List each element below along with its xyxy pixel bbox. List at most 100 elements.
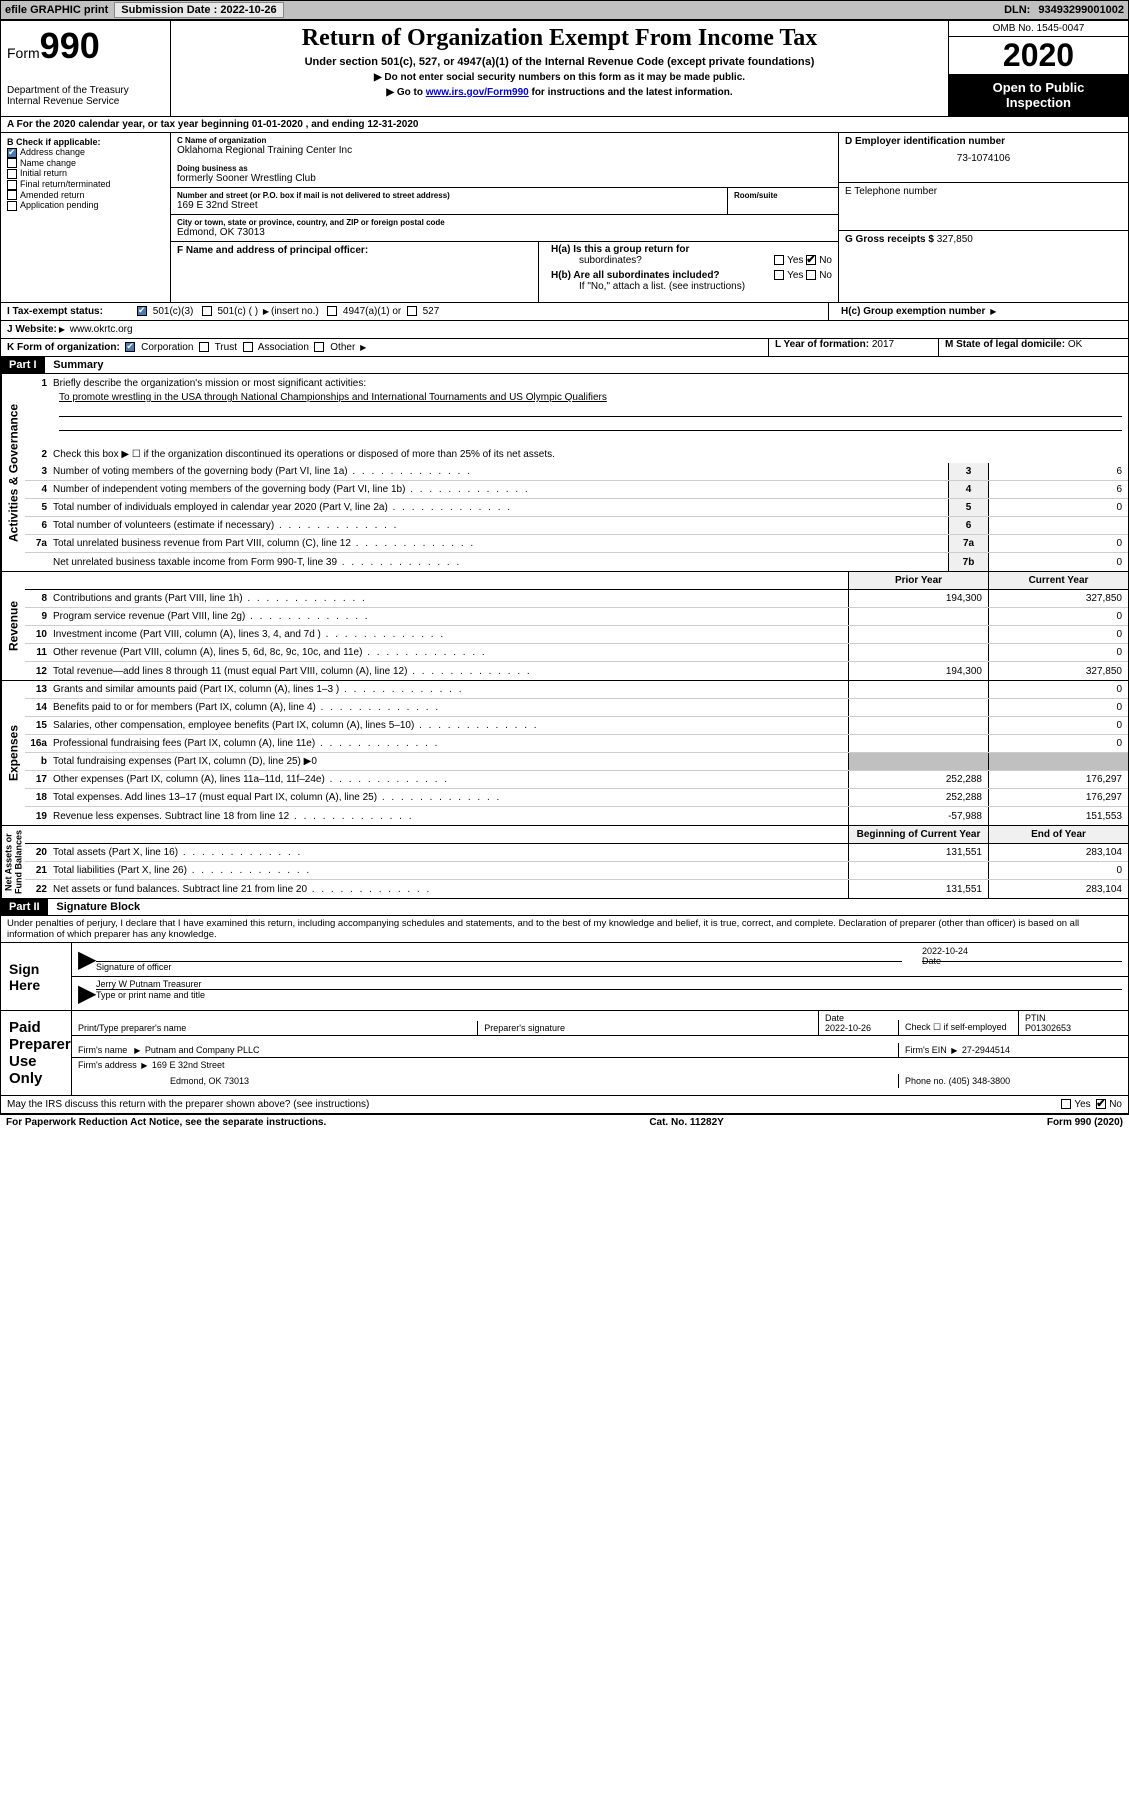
sign-here-label: Sign Here <box>1 943 71 1010</box>
table-row: 3Number of voting members of the governi… <box>25 463 1128 481</box>
footer-right: Form 990 (2020) <box>1047 1117 1123 1128</box>
table-row: 6Total number of volunteers (estimate if… <box>25 517 1128 535</box>
form-header: Form990 Department of the Treasury Inter… <box>0 20 1129 116</box>
section-net-assets: Net Assets or Fund Balances Beginning of… <box>1 826 1128 899</box>
header-right: OMB No. 1545-0047 2020 Open to Public In… <box>948 21 1128 116</box>
hc-group-exemption: H(c) Group exemption number <box>828 303 1128 320</box>
ha-group-return: H(a) Is this a group return for subordin… <box>545 242 838 268</box>
table-row: 21Total liabilities (Part X, line 26)0 <box>25 862 1128 880</box>
sign-arrow-icon: ▶ <box>78 945 96 974</box>
cb-application-pending[interactable]: Application pending <box>7 200 164 211</box>
cb-501c3[interactable] <box>137 306 147 316</box>
part2-header: Part II <box>1 899 48 915</box>
table-row: 22Net assets or fund balances. Subtract … <box>25 880 1128 898</box>
table-row: 15Salaries, other compensation, employee… <box>25 717 1128 735</box>
sign-arrow-icon-2: ▶ <box>78 979 96 1008</box>
cb-other[interactable] <box>314 342 324 352</box>
top-bar: efile GRAPHIC print Submission Date : 20… <box>0 0 1129 20</box>
section-bcd: B Check if applicable: Address change Na… <box>0 133 1129 303</box>
cb-address-change[interactable]: Address change <box>7 147 164 158</box>
submission-date-btn[interactable]: Submission Date : 2022-10-26 <box>114 2 283 18</box>
hb-subordinates: H(b) Are all subordinates included? Yes … <box>545 268 838 294</box>
cb-amended[interactable]: Amended return <box>7 190 164 201</box>
part-2: Part II Signature Block Under penalties … <box>0 899 1129 1114</box>
col-b-checkboxes: B Check if applicable: Address change Na… <box>1 133 171 302</box>
form-number: Form990 <box>7 25 164 67</box>
irs-discuss-row: May the IRS discuss this return with the… <box>0 1096 1129 1114</box>
omb-number: OMB No. 1545-0047 <box>949 21 1128 37</box>
irs-link[interactable]: www.irs.gov/Form990 <box>426 87 529 98</box>
table-row: 16aProfessional fundraising fees (Part I… <box>25 735 1128 753</box>
mission-text: To promote wrestling in the USA through … <box>59 392 1122 403</box>
sidebar-revenue: Revenue <box>1 572 25 680</box>
table-row: 14Benefits paid to or for members (Part … <box>25 699 1128 717</box>
state-domicile: M State of legal domicile: OK <box>938 339 1128 356</box>
table-row: 18Total expenses. Add lines 13–17 (must … <box>25 789 1128 807</box>
penalty-text: Under penalties of perjury, I declare th… <box>0 915 1129 943</box>
table-row: 13Grants and similar amounts paid (Part … <box>25 681 1128 699</box>
tax-year: 2020 <box>949 37 1128 74</box>
sidebar-expenses: Expenses <box>1 681 25 825</box>
section-governance: Activities & Governance 1 Briefly descri… <box>1 374 1128 572</box>
table-row: bTotal fundraising expenses (Part IX, co… <box>25 753 1128 771</box>
governance-content: 1 Briefly describe the organization's mi… <box>25 374 1128 571</box>
part1-title: Summary <box>47 357 109 373</box>
table-row: Net unrelated business taxable income fr… <box>25 553 1128 571</box>
col-c-org-info: C Name of organization Oklahoma Regional… <box>171 133 838 302</box>
cell-phone: E Telephone number <box>839 183 1128 231</box>
table-row: 4Number of independent voting members of… <box>25 481 1128 499</box>
cell-ein: D Employer identification number 73-1074… <box>839 133 1128 183</box>
dln-value: 93493299001002 <box>1034 4 1128 16</box>
cb-discuss-no[interactable] <box>1096 1099 1106 1109</box>
table-row: 19Revenue less expenses. Subtract line 1… <box>25 807 1128 825</box>
revenue-content: b Prior Year Current Year 8Contributions… <box>25 572 1128 680</box>
efile-label: efile GRAPHIC print <box>1 4 112 16</box>
cell-city: City or town, state or province, country… <box>171 215 838 242</box>
form-title: Return of Organization Exempt From Incom… <box>177 25 942 52</box>
cb-corporation[interactable] <box>125 342 135 352</box>
part1-header: Part I <box>1 357 45 373</box>
section-revenue: Revenue b Prior Year Current Year 8Contr… <box>1 572 1128 681</box>
cb-4947[interactable] <box>327 306 337 316</box>
cb-501c[interactable] <box>202 306 212 316</box>
cb-trust[interactable] <box>199 342 209 352</box>
sidebar-net-assets: Net Assets or Fund Balances <box>1 826 25 898</box>
cb-final-return[interactable]: Final return/terminated <box>7 179 164 190</box>
table-row: 20Total assets (Part X, line 16)131,5512… <box>25 844 1128 862</box>
header-mid: Return of Organization Exempt From Incom… <box>171 21 948 116</box>
table-row: 5Total number of individuals employed in… <box>25 499 1128 517</box>
cb-discuss-yes[interactable] <box>1061 1099 1071 1109</box>
part-1: Part I Summary Activities & Governance 1… <box>0 357 1129 899</box>
expenses-content: 13Grants and similar amounts paid (Part … <box>25 681 1128 825</box>
cell-gross: G Gross receipts $ 327,850 <box>839 231 1128 248</box>
section-expenses: Expenses 13Grants and similar amounts pa… <box>1 681 1128 826</box>
cell-officer: F Name and address of principal officer:… <box>171 242 838 302</box>
open-to-public: Open to Public Inspection <box>949 74 1128 116</box>
dln-label: DLN: <box>1000 4 1034 16</box>
year-formation: L Year of formation: 2017 <box>768 339 938 356</box>
cell-org-name: C Name of organization Oklahoma Regional… <box>171 133 838 188</box>
header-left: Form990 Department of the Treasury Inter… <box>1 21 171 116</box>
table-row: 11Other revenue (Part VIII, column (A), … <box>25 644 1128 662</box>
dept-treasury: Department of the Treasury Internal Reve… <box>7 85 164 107</box>
cb-initial-return[interactable]: Initial return <box>7 168 164 179</box>
cb-association[interactable] <box>243 342 253 352</box>
table-row: 9Program service revenue (Part VIII, lin… <box>25 608 1128 626</box>
table-row: 7aTotal unrelated business revenue from … <box>25 535 1128 553</box>
cb-527[interactable] <box>407 306 417 316</box>
footer-left: For Paperwork Reduction Act Notice, see … <box>6 1117 326 1128</box>
instr-2: Go to www.irs.gov/Form990 for instructio… <box>177 87 942 98</box>
table-row: 10Investment income (Part VIII, column (… <box>25 626 1128 644</box>
row-k-form-org: K Form of organization: Corporation Trus… <box>0 339 1129 357</box>
footer-mid: Cat. No. 11282Y <box>649 1117 723 1128</box>
row-i-tax-exempt: I Tax-exempt status: 501(c)(3) 501(c) ( … <box>0 303 1129 321</box>
page-footer: For Paperwork Reduction Act Notice, see … <box>0 1114 1129 1130</box>
cb-name-change[interactable]: Name change <box>7 158 164 169</box>
sidebar-governance: Activities & Governance <box>1 374 25 571</box>
col-d-right: D Employer identification number 73-1074… <box>838 133 1128 302</box>
table-row: 8Contributions and grants (Part VIII, li… <box>25 590 1128 608</box>
row-j-website: J Website: www.okrtc.org <box>0 321 1129 339</box>
paid-preparer-block: Paid Preparer Use Only Print/Type prepar… <box>0 1011 1129 1096</box>
table-row: 12Total revenue—add lines 8 through 11 (… <box>25 662 1128 680</box>
row-a-tax-year: A For the 2020 calendar year, or tax yea… <box>0 116 1129 133</box>
